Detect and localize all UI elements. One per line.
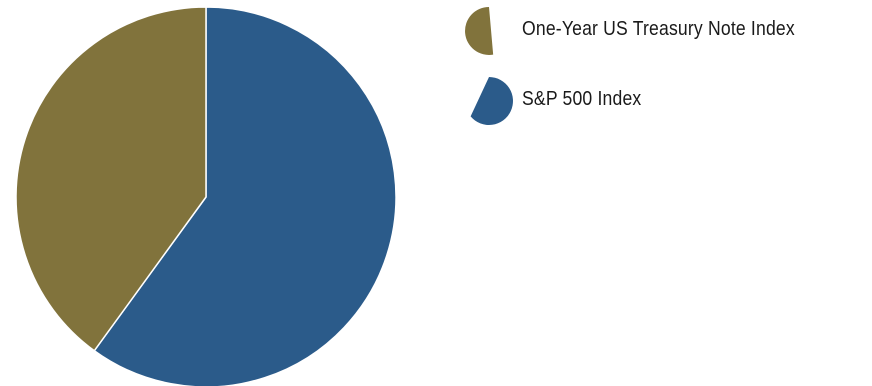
legend-label-treasury: One-Year US Treasury Note Index (522, 18, 795, 40)
legend-item-sp500: S&P 500 Index (462, 74, 862, 128)
pie-slice-s-p-500-index (93, 6, 397, 386)
pie-slices (15, 6, 397, 386)
legend-item-treasury: One-Year US Treasury Note Index (462, 4, 862, 58)
pie-slice-one-year-us-treasury-note-index (15, 6, 207, 352)
legend-label-sp500: S&P 500 Index (522, 88, 642, 110)
pie-chart (15, 6, 397, 386)
legend: One-Year US Treasury Note Index S&P 500 … (462, 4, 862, 144)
blue-pie-wedge-icon (470, 77, 513, 125)
olive-pie-wedge-icon (465, 7, 494, 55)
